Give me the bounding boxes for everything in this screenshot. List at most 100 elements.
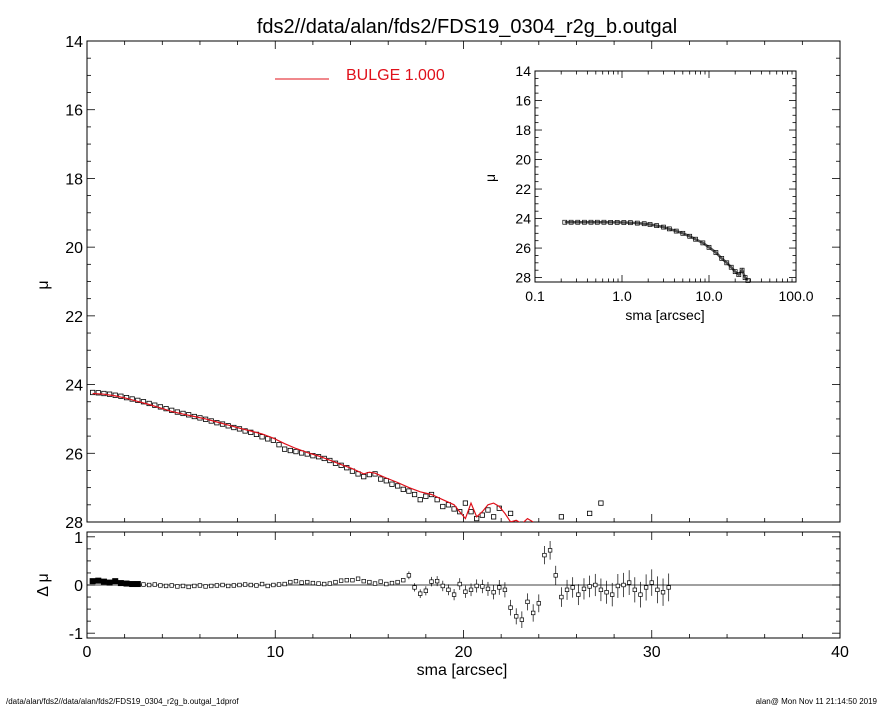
- residual-point: [401, 578, 406, 583]
- residual-point: [542, 552, 547, 558]
- data-point: [248, 429, 254, 435]
- residual-point: [95, 577, 102, 584]
- main-y-tick-labels: 14 16 18 20 22 24 26 28: [65, 34, 83, 532]
- residual-point: [451, 592, 457, 597]
- residual-point: [338, 578, 344, 583]
- main-y-tick-label: 28: [65, 515, 83, 532]
- residual-point: [480, 584, 485, 589]
- inset-y-tick-label: 20: [515, 152, 531, 168]
- residual-point: [237, 582, 242, 588]
- data-point: [389, 481, 395, 487]
- inset-frame: [534, 70, 797, 283]
- inset-data-point: [654, 223, 659, 228]
- inset-data-point: [680, 230, 686, 236]
- inset-data-point: [562, 219, 568, 225]
- residual-point: [316, 581, 321, 586]
- residual-x-tick-label: 30: [643, 644, 661, 661]
- bulge-model-line: [92, 392, 534, 522]
- residual-point: [231, 583, 236, 588]
- inset-data-point: [647, 222, 653, 227]
- residual-point: [440, 583, 445, 589]
- residual-point: [384, 581, 389, 587]
- residual-point: [180, 583, 186, 589]
- residual-point: [598, 587, 604, 592]
- residual-point: [220, 582, 225, 588]
- inset-y-tick-label: 14: [515, 63, 531, 79]
- residual-point: [593, 582, 598, 588]
- residual-point: [276, 582, 282, 587]
- main-y-tick-label: 24: [65, 378, 83, 395]
- inset-data-point: [666, 226, 672, 232]
- data-point: [293, 448, 299, 455]
- residual-point: [163, 583, 169, 589]
- residual-point: [248, 582, 253, 588]
- residual-x-tick-label: 10: [266, 644, 284, 661]
- inset-data-point: [661, 224, 666, 230]
- inset-data-point: [588, 219, 594, 225]
- residual-point: [497, 585, 502, 590]
- residual-panel: 10-1 0 10 20 30 40 Δ μ sma [arcsec]: [35, 530, 849, 679]
- residual-point: [378, 579, 383, 584]
- inset-data-point: [575, 219, 581, 225]
- residual-x-tick-label: 40: [831, 644, 849, 661]
- inset-x-tick-label: 10.0: [695, 288, 722, 304]
- data-point: [491, 514, 497, 520]
- residual-point: [293, 578, 299, 584]
- residual-point: [564, 587, 570, 592]
- residual-y-tick-labels: 1 0 -1: [69, 530, 83, 643]
- inset-data-point: [582, 219, 587, 225]
- main-y-tick-label: 22: [65, 309, 83, 326]
- residual-point: [621, 582, 626, 588]
- data-point: [587, 510, 593, 517]
- residual-point: [491, 590, 496, 595]
- residual-point: [418, 591, 423, 596]
- residual-point: [197, 583, 203, 588]
- legend: BULGE 1.000: [275, 67, 445, 84]
- residual-point: [446, 587, 451, 592]
- inset-data-point: [719, 256, 725, 261]
- residual-point: [322, 581, 327, 587]
- data-point: [304, 451, 310, 457]
- inset-x-tick-label: 1.0: [612, 288, 632, 304]
- inset-data-point: [736, 272, 742, 277]
- inset-data-point: [608, 220, 613, 225]
- data-point: [395, 483, 401, 489]
- residual-point: [333, 579, 338, 585]
- residual-point: [361, 578, 366, 584]
- inset-data-point: [687, 233, 693, 239]
- residual-point: [169, 583, 174, 588]
- inset-data-point: [706, 244, 712, 250]
- residual-point: [282, 581, 287, 587]
- residual-point: [412, 585, 417, 590]
- inset-y-tick-label: 26: [515, 240, 531, 256]
- residual-point: [106, 579, 113, 586]
- inset-y-tick-label: 22: [515, 181, 531, 197]
- residual-y-tick-label: 0: [74, 578, 83, 595]
- residual-point: [305, 579, 310, 585]
- residual-point: [242, 582, 248, 587]
- main-y-tick-label: 18: [65, 171, 83, 188]
- inset-y-axis-label: μ: [482, 174, 498, 182]
- residual-point: [576, 592, 581, 597]
- data-point: [440, 503, 446, 510]
- residual-point: [604, 590, 609, 595]
- residual-point: [615, 583, 621, 589]
- residual-point: [158, 583, 163, 588]
- residual-point: [643, 585, 649, 590]
- residual-point: [372, 581, 378, 586]
- residual-point: [610, 592, 615, 597]
- inset-data-point: [568, 219, 574, 225]
- inset-y-tick-label: 24: [515, 211, 531, 227]
- data-point: [310, 453, 316, 459]
- data-point: [411, 491, 418, 498]
- inset-data-point: [693, 236, 698, 242]
- main-ticks: [86, 40, 841, 523]
- footer-file-path: /data/alan/fds2//data/alan/fds2/FDS19_03…: [6, 697, 239, 706]
- inset-panel: 14 16 18 20 22 24 26 28 0.1 1.0 10.0 100.0 μ sma […: [482, 63, 814, 323]
- data-point: [451, 506, 457, 512]
- residual-y-axis-label: Δ μ: [35, 573, 52, 596]
- residual-point: [192, 583, 197, 589]
- inset-data-point: [724, 260, 730, 266]
- data-point: [90, 389, 96, 396]
